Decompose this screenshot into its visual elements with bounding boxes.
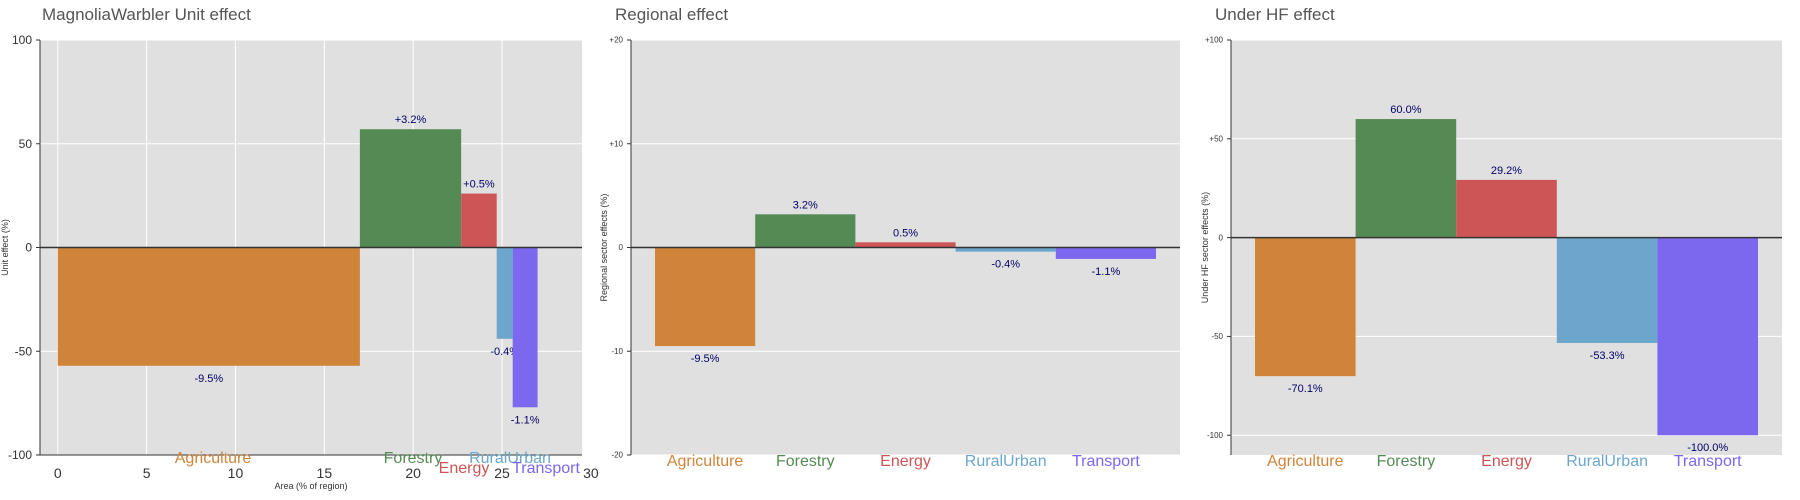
y-tick-label: +20 (609, 36, 623, 45)
y-axis-title: Unit effect (%) (0, 219, 10, 276)
y-tick-label: 0 (1219, 233, 1224, 242)
bar-agriculture (655, 247, 756, 347)
data-label-energy: 0.5% (893, 227, 918, 239)
data-label-forestry: 3.2% (793, 199, 818, 211)
bar-energy (855, 242, 956, 248)
category-label-transport: Transport (512, 460, 580, 477)
bar-transport (512, 247, 538, 408)
bar-transport (1657, 237, 1758, 436)
category-label-transport: Transport (1072, 453, 1140, 470)
category-label-ruralurban: RuralUrban (965, 453, 1047, 470)
y-tick-label: 100 (12, 33, 32, 47)
category-label-transport: Transport (1674, 453, 1742, 470)
y-tick-label: -10 (611, 347, 623, 356)
bar-forestry (755, 214, 856, 248)
y-tick-label: -20 (611, 451, 623, 460)
data-label-agriculture: -70.1% (1288, 383, 1323, 395)
data-label-ruralurban: -53.3% (1590, 350, 1625, 362)
y-tick-label: 0 (619, 243, 624, 252)
panel-title: Under HF effect (1215, 5, 1335, 24)
y-axis-title: Under HF sector effects (%) (1200, 192, 1210, 303)
y-tick-label: 50 (19, 137, 33, 151)
x-tick-label: 15 (317, 465, 333, 481)
category-label-energy: Energy (1481, 453, 1532, 470)
category-label-energy: Energy (439, 460, 490, 477)
x-tick-label: 5 (143, 465, 151, 481)
data-label-transport: -1.1% (511, 414, 540, 426)
data-label-agriculture: -9.5% (194, 373, 223, 385)
y-axis-title: Regional sector effects (%) (599, 194, 609, 302)
y-tick-label: +10 (609, 139, 623, 148)
category-label-energy: Energy (880, 453, 931, 470)
data-label-transport: -1.1% (1092, 266, 1121, 278)
panel-1: -9.5% +3.2% +0.5% -0.4% -1.1% -100 -50 0 50 100 0 5… (0, 5, 599, 491)
x-tick-label: 0 (54, 465, 62, 481)
bar-forestry (1355, 119, 1457, 238)
panel-2: -9.5% 3.2% 0.5% -0.4% -1.1% -20 -10 0 +10 +20 Agri… (599, 5, 1180, 470)
x-tick-label: 10 (228, 465, 244, 481)
panel-3: -70.1% 60.0% 29.2% -53.3% -100.0% -100 -50 0 +50… (1200, 5, 1782, 470)
y-tick-label: -100 (8, 448, 32, 462)
bar-agriculture (57, 247, 360, 366)
data-label-transport: -100.0% (1687, 442, 1728, 454)
bar-transport (1055, 247, 1156, 259)
data-label-energy: 29.2% (1491, 165, 1522, 177)
bar-ruralurban (496, 247, 513, 339)
category-label-ruralurban: RuralUrban (1566, 453, 1648, 470)
data-label-forestry: +3.2% (395, 114, 427, 126)
category-label-agriculture: Agriculture (175, 450, 252, 467)
bar-energy (461, 193, 497, 248)
category-label-agriculture: Agriculture (1267, 453, 1344, 470)
bar-forestry (359, 129, 462, 248)
data-label-energy: +0.5% (463, 179, 495, 191)
x-tick-label: 25 (494, 465, 510, 481)
bar-agriculture (1255, 237, 1356, 377)
y-tick-label: -50 (15, 344, 33, 358)
data-label-ruralurban: -0.4% (490, 346, 519, 358)
y-tick-label: 0 (25, 241, 32, 255)
category-label-agriculture: Agriculture (667, 453, 744, 470)
x-tick-label: 30 (583, 465, 599, 481)
category-label-forestry: Forestry (1377, 453, 1436, 470)
panel-title: Regional effect (615, 5, 728, 24)
category-label-forestry: Forestry (776, 453, 835, 470)
y-tick-label: +100 (1205, 36, 1224, 45)
y-tick-label: +50 (1209, 134, 1223, 143)
panel-title: MagnoliaWarbler Unit effect (42, 5, 251, 24)
bar-ruralurban (955, 247, 1056, 252)
x-axis-title: Area (% of region) (274, 481, 347, 491)
category-label-ruralurban: RuralUrban (469, 450, 551, 467)
bar-energy (1456, 179, 1557, 238)
y-tick-label: -50 (1211, 332, 1223, 341)
x-tick-label: 20 (405, 465, 421, 481)
data-label-agriculture: -9.5% (691, 353, 720, 365)
data-label-forestry: 60.0% (1390, 104, 1421, 116)
y-tick-label: -100 (1207, 431, 1224, 440)
bar-ruralurban (1556, 237, 1658, 343)
category-label-forestry: Forestry (384, 450, 443, 467)
data-label-ruralurban: -0.4% (991, 259, 1020, 271)
